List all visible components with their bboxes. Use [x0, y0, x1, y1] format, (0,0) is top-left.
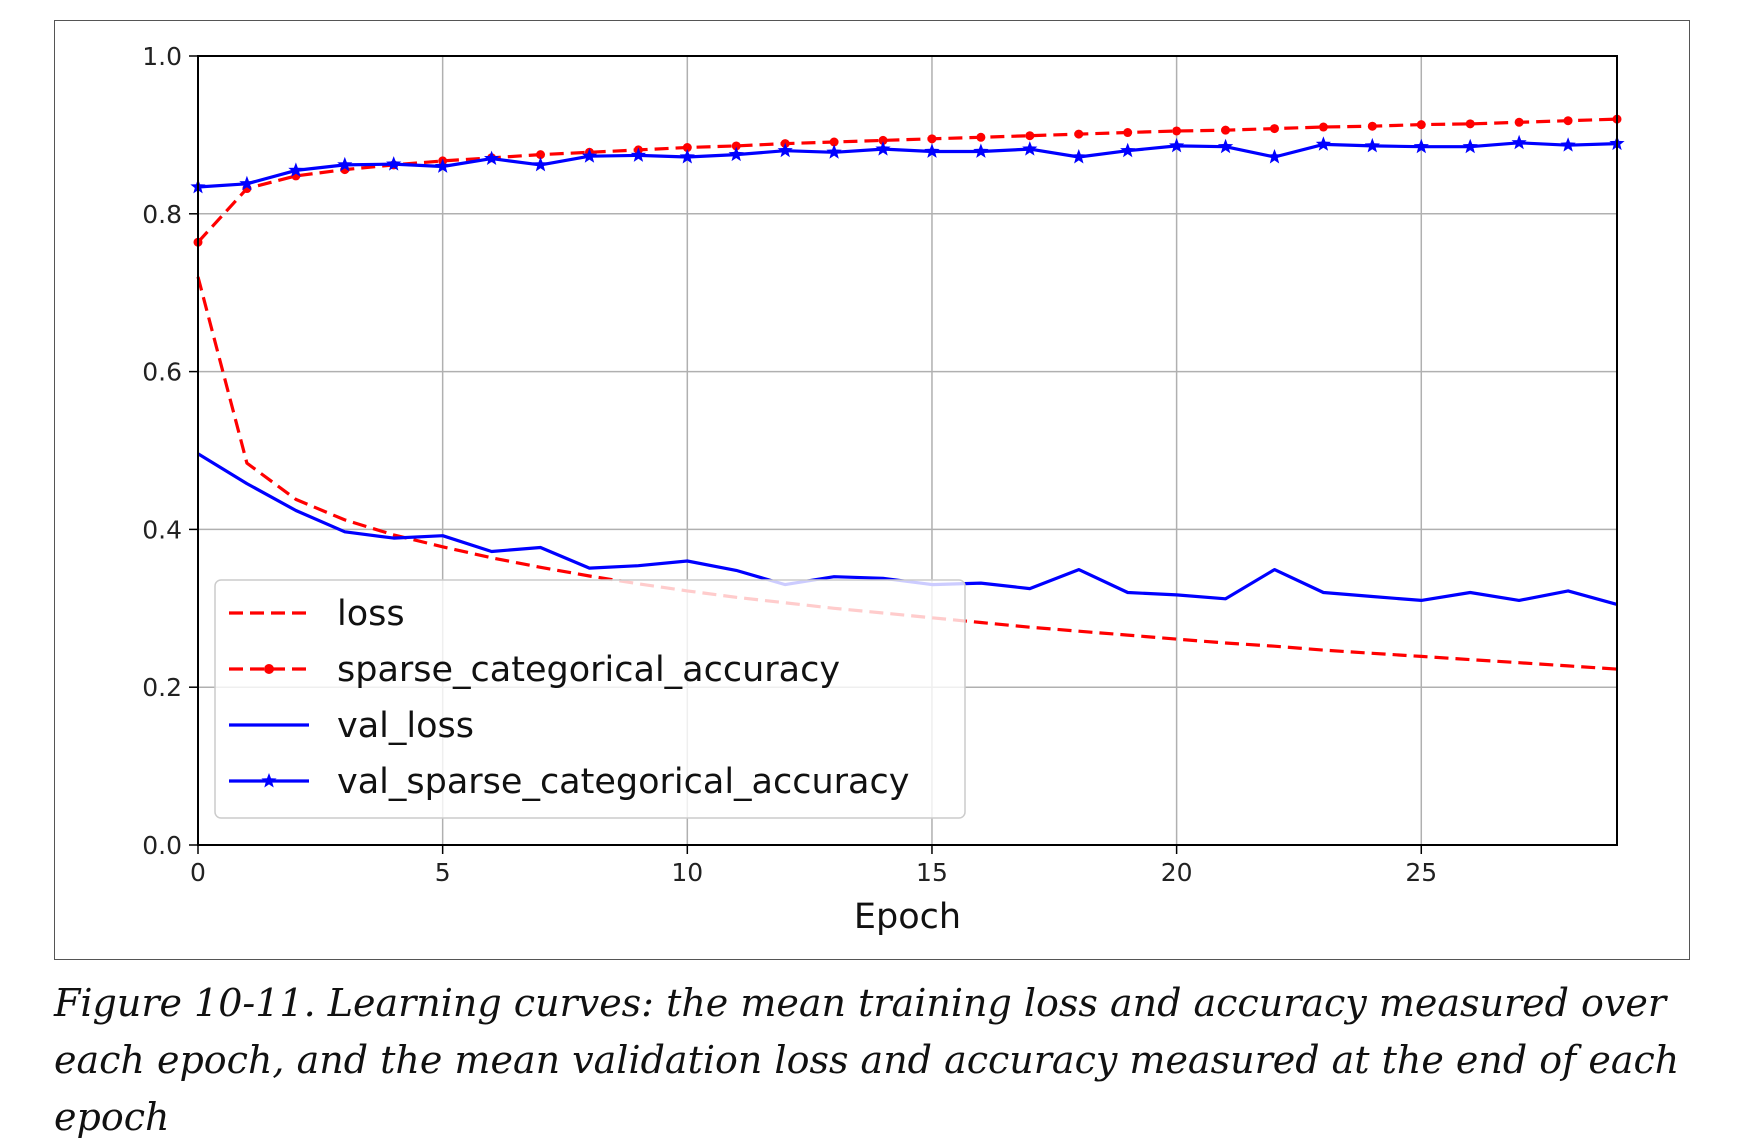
data-point [1563, 116, 1573, 126]
data-point [386, 156, 402, 171]
data-point [536, 150, 546, 160]
data-point [976, 132, 986, 142]
data-point [1462, 138, 1478, 154]
legend: loss sparse_categorical_accuracy val_lossv… [214, 579, 966, 819]
data-point [1416, 120, 1426, 130]
series-line-val_sparse_categorical_accuracy [197, 141, 1618, 189]
data-point [1413, 138, 1429, 154]
legend-marker [264, 664, 274, 674]
data-point [630, 147, 646, 162]
data-point [1025, 131, 1035, 141]
data-point [1120, 142, 1136, 158]
data-point [829, 137, 839, 147]
data-point [1269, 124, 1279, 134]
legend-label: loss [337, 594, 405, 634]
x-axis-label: Epoch [854, 897, 961, 937]
data-point [679, 149, 695, 164]
legend-item: loss [229, 594, 405, 634]
series-loss [196, 276, 1618, 671]
x-tick-label: 0 [190, 858, 206, 887]
data-point [826, 144, 842, 159]
data-point [288, 162, 304, 177]
data-point [337, 156, 353, 172]
data-point [1123, 128, 1133, 138]
data-point [435, 158, 451, 173]
y-tick-label: 0.4 [142, 515, 182, 544]
x-tick-label: 20 [1161, 858, 1193, 887]
legend-box [214, 579, 966, 819]
data-point [484, 150, 500, 165]
data-point [1560, 137, 1576, 152]
data-point [1169, 137, 1185, 153]
data-point [1315, 136, 1331, 151]
legend-label: sparse_categorical_accuracy [337, 650, 840, 690]
x-tick-label: 25 [1405, 858, 1437, 887]
data-point [777, 142, 793, 158]
data-point [532, 156, 549, 172]
legend-marker [261, 773, 277, 788]
data-point [1367, 121, 1377, 131]
data-point [1172, 126, 1182, 136]
x-tick-label: 10 [671, 858, 703, 887]
data-point [682, 143, 692, 153]
x-tick-label: 5 [435, 858, 451, 887]
data-point [924, 143, 940, 158]
legend-item: val_sparse_categorical_accuracy [229, 762, 909, 802]
y-tick-label: 0.0 [142, 831, 182, 860]
plot-area-border [197, 55, 1618, 846]
axis-ticks: 0 5 10 15 20 25 0.0 0.2 0.4 0.6 0.8 1.0 [142, 42, 1437, 887]
data-point [239, 175, 255, 191]
y-tick-label: 0.2 [142, 673, 182, 702]
data-point [1511, 134, 1527, 150]
data-point [1071, 149, 1087, 164]
legend-item: sparse_categorical_accuracy [229, 650, 840, 690]
data-point [878, 135, 888, 145]
y-tick-label: 1.0 [142, 42, 182, 71]
series-line-sparse_categorical_accuracy [196, 117, 1618, 244]
data-point [1266, 149, 1283, 164]
y-tick-label: 0.8 [142, 200, 182, 229]
figure-caption: Figure 10-11. Learning curves: the mean … [54, 981, 1680, 1139]
data-point [728, 146, 744, 162]
data-point [1318, 122, 1328, 132]
learning-curves-chart: 0 5 10 15 20 25 0.0 0.2 0.4 0.6 0.8 1.0 Epoch loss s… [142, 42, 1625, 937]
series-val_sparse_categorical_accuracy [190, 134, 1625, 194]
data-point [973, 143, 989, 158]
series-sparse_categorical_accuracy [193, 114, 1622, 247]
data-point [1514, 117, 1524, 127]
series-line-loss [196, 276, 1618, 671]
legend-label: val_loss [337, 706, 474, 746]
data-point [581, 148, 598, 163]
data-point [1465, 119, 1475, 129]
data-point [1364, 137, 1380, 153]
data-point [1022, 141, 1038, 156]
series-lines [190, 114, 1625, 671]
legend-label: val_sparse_categorical_accuracy [337, 762, 909, 802]
y-tick-label: 0.6 [142, 358, 182, 387]
data-point [875, 141, 891, 156]
data-point [1221, 125, 1231, 135]
data-point [927, 134, 937, 144]
data-point [731, 141, 741, 151]
data-point [1217, 138, 1234, 154]
x-tick-label: 15 [916, 858, 948, 887]
data-point [1074, 129, 1084, 139]
legend-item: val_loss [229, 706, 474, 746]
